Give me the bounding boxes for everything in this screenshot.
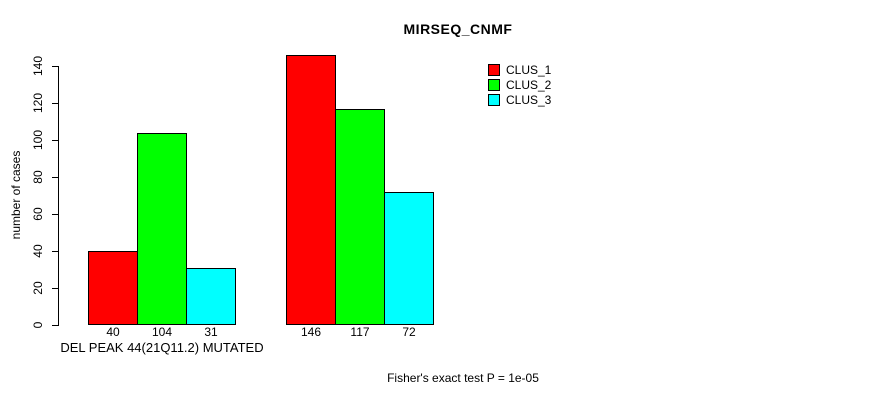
bar-value-label: 146 [300, 325, 322, 339]
y-axis-tick-label: 80 [31, 170, 45, 184]
bar-clus_1-group1 [88, 251, 138, 325]
y-axis-tick [52, 288, 58, 289]
legend-item-clus_1: CLUS_1 [488, 63, 551, 77]
y-axis-tick [52, 177, 58, 178]
bar-value-label: 40 [106, 325, 120, 339]
legend-label: CLUS_2 [506, 78, 552, 92]
bar-clus_1-group2 [286, 55, 336, 325]
bar-value-label: 31 [204, 325, 218, 339]
bar-clus_3-group1 [186, 268, 236, 325]
y-axis-title: number of cases [9, 150, 23, 240]
y-axis-tick [52, 325, 58, 326]
y-axis-tick [52, 251, 58, 252]
y-axis-tick-label: 120 [31, 92, 45, 114]
y-axis-tick [52, 103, 58, 104]
y-axis-line [58, 66, 59, 326]
legend-item-clus_2: CLUS_2 [488, 78, 551, 92]
annotation-text: Fisher's exact test P = 1e-05 [387, 371, 539, 385]
legend-item-clus_3: CLUS_3 [488, 93, 551, 107]
legend-swatch-clus_2 [488, 79, 500, 91]
bar-value-label: 117 [350, 325, 370, 339]
y-axis-tick [52, 140, 58, 141]
bar-clus_2-group2 [335, 109, 385, 325]
bar-clus_2-group1 [137, 133, 187, 325]
chart-title: MIRSEQ_CNMF [403, 21, 513, 37]
bar-value-label: 72 [402, 325, 416, 339]
y-axis-tick-label: 60 [31, 207, 45, 221]
y-axis-tick-label: 40 [31, 244, 45, 258]
y-axis-tick-label: 140 [31, 55, 45, 77]
y-axis-tick [52, 214, 58, 215]
y-axis-tick-label: 100 [31, 129, 45, 151]
y-axis-tick-label: 0 [31, 321, 45, 329]
x-axis-group-label: DEL PEAK 44(21Q11.2) MUTATED [60, 340, 264, 355]
y-axis-tick-label: 20 [31, 281, 45, 295]
legend-swatch-clus_1 [488, 64, 500, 76]
y-axis-tick [52, 66, 58, 67]
legend-label: CLUS_1 [506, 63, 552, 77]
legend-label: CLUS_3 [506, 93, 552, 107]
bar-value-label: 104 [151, 325, 173, 339]
bar-clus_3-group2 [384, 192, 434, 325]
legend-swatch-clus_3 [488, 94, 500, 106]
